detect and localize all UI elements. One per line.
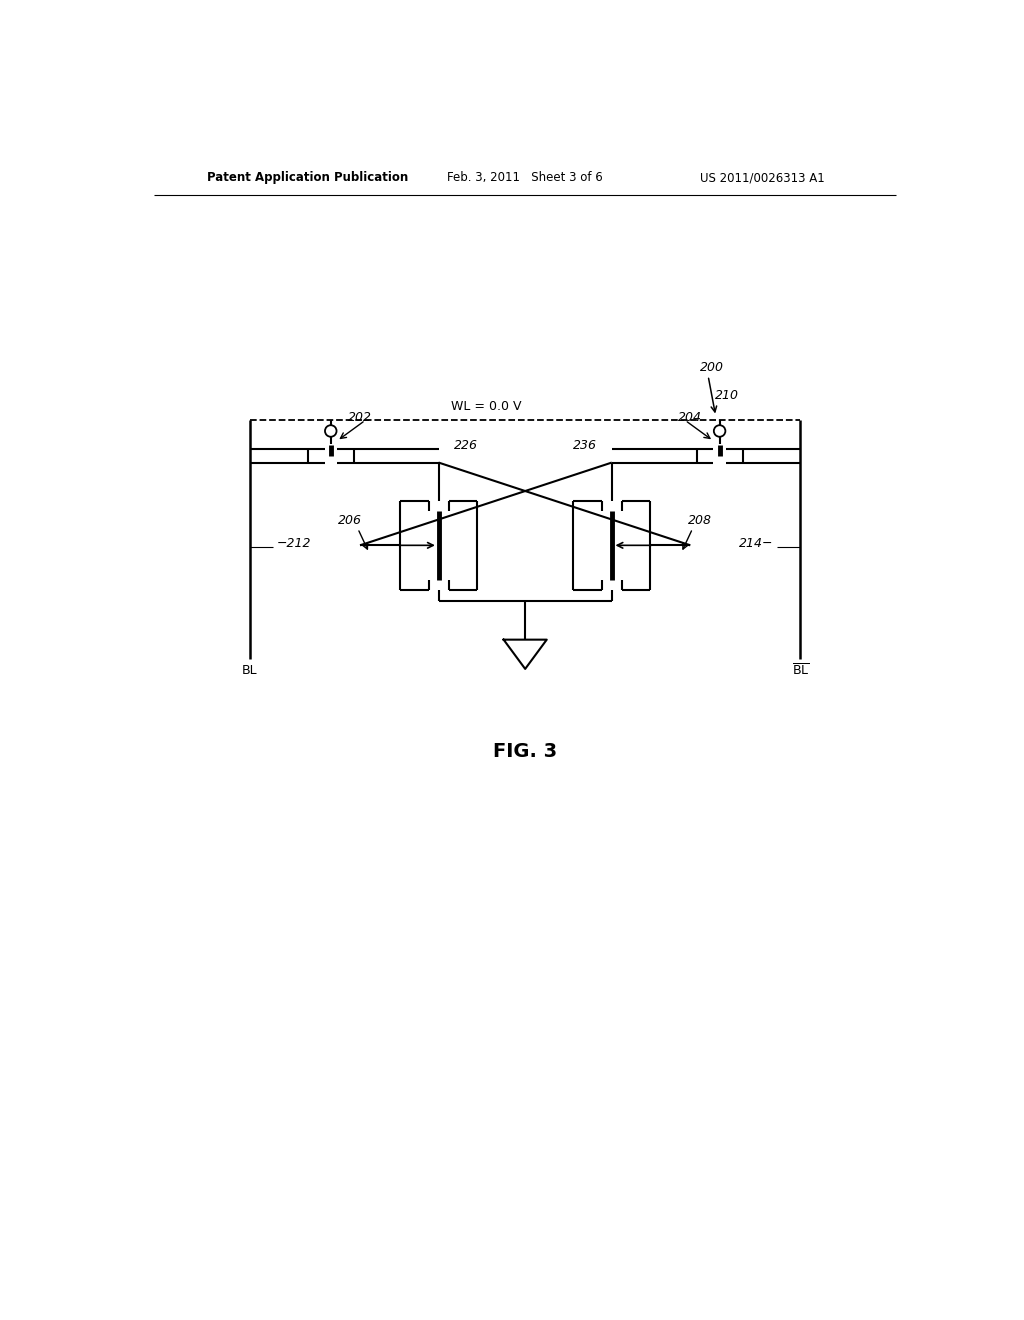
Text: FIG. 3: FIG. 3 — [494, 742, 557, 760]
Text: 206: 206 — [338, 515, 362, 527]
Text: 208: 208 — [688, 515, 713, 527]
Text: 236: 236 — [572, 440, 597, 453]
Text: 200: 200 — [700, 362, 724, 375]
Text: 204: 204 — [678, 412, 702, 425]
Text: 226: 226 — [454, 440, 477, 453]
Text: US 2011/0026313 A1: US 2011/0026313 A1 — [699, 172, 824, 185]
Text: 202: 202 — [348, 412, 372, 425]
Text: Feb. 3, 2011   Sheet 3 of 6: Feb. 3, 2011 Sheet 3 of 6 — [446, 172, 603, 185]
Text: −212: −212 — [276, 537, 311, 550]
Text: 214−: 214− — [739, 537, 773, 550]
Text: WL = 0.0 V: WL = 0.0 V — [452, 400, 522, 413]
Text: $\overline{\rm BL}$: $\overline{\rm BL}$ — [792, 663, 809, 678]
Text: BL: BL — [242, 664, 258, 677]
Text: 210: 210 — [716, 389, 739, 403]
Text: Patent Application Publication: Patent Application Publication — [207, 172, 409, 185]
